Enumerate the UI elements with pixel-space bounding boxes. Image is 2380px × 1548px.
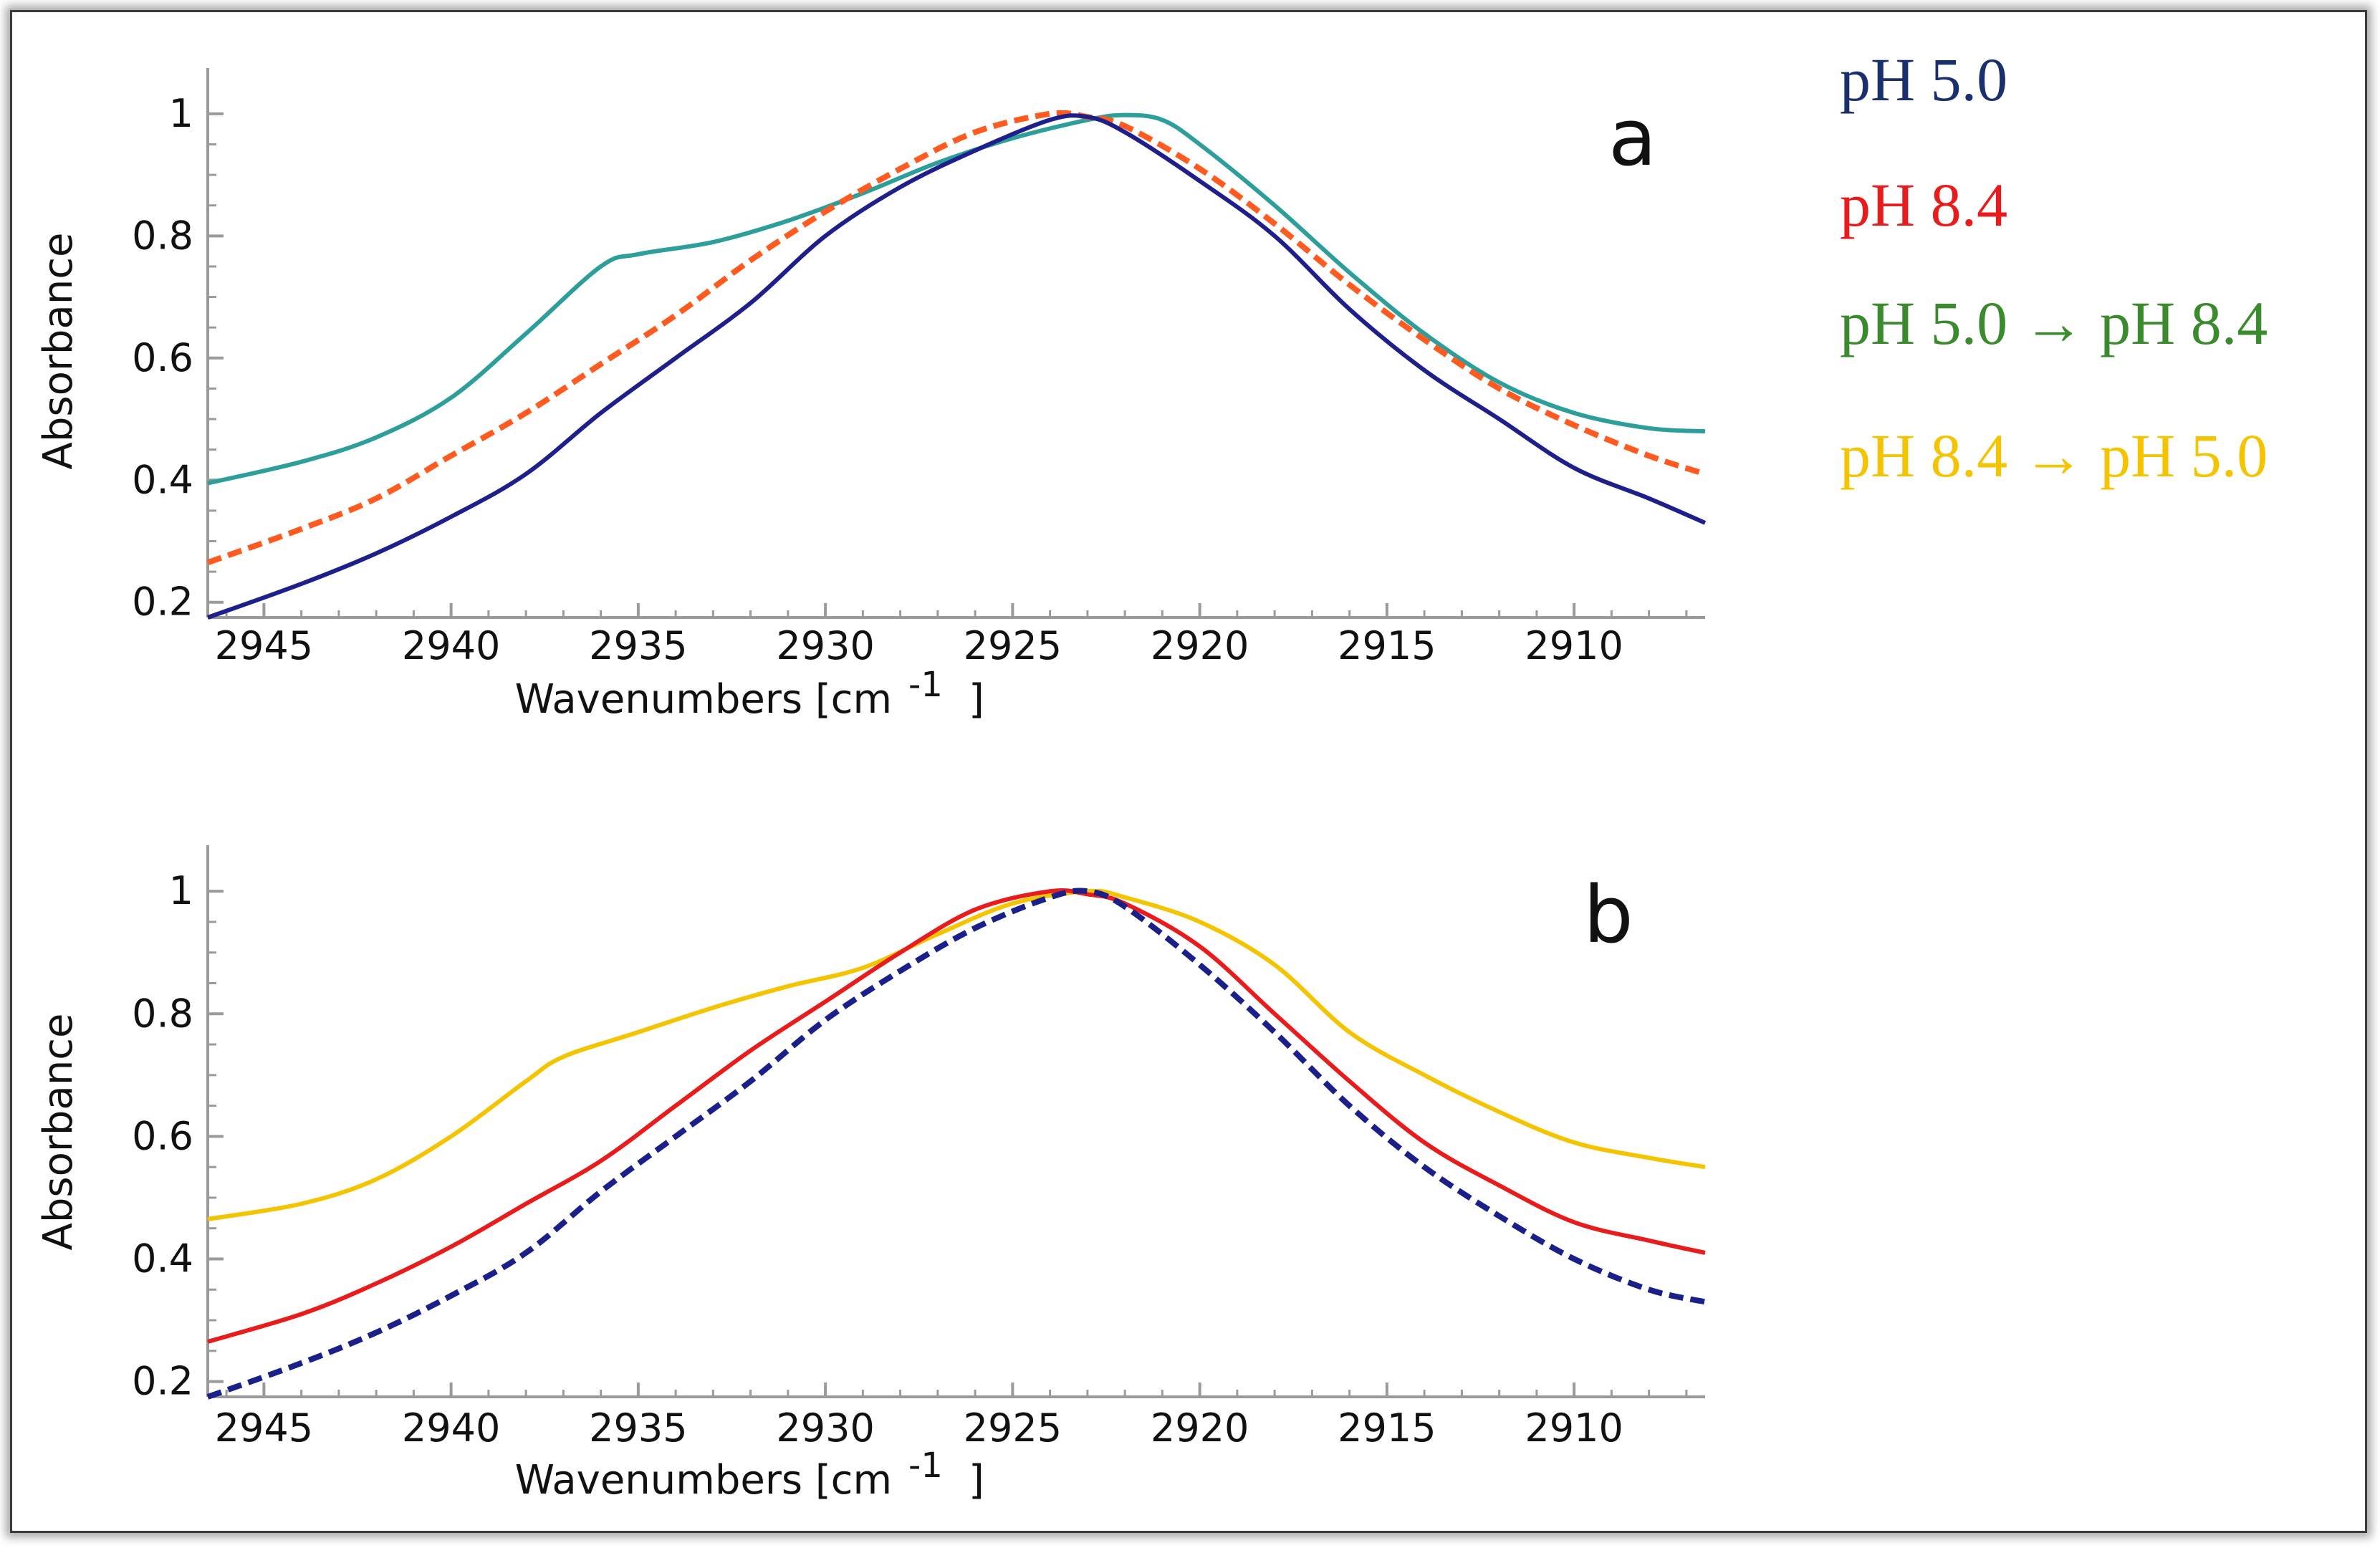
x-axis-title-b-sup: -1	[908, 1446, 943, 1486]
x-axis-title-a-close: ]	[969, 676, 984, 723]
series-line-2	[206, 110, 1707, 566]
x-axis-title-b-close: ]	[969, 1457, 984, 1504]
x-tick-label: 2945	[215, 1405, 313, 1451]
x-tick-label: 2945	[215, 623, 313, 668]
y-tick-label: 0.6	[132, 335, 193, 380]
x-tick-label: 2925	[964, 1405, 1062, 1451]
y-axis-title-a: Absorbance	[35, 233, 82, 470]
x-tick-label: 2915	[1338, 1405, 1436, 1451]
x-tick-label: 2935	[589, 1405, 687, 1451]
panel-label-a: a	[1608, 92, 1656, 183]
panel-a: 0.2 0.4 0.6 0.8 1 2945 2940 2935 2930 2925 2920 291…	[35, 68, 1707, 723]
x-tick-label: 2940	[402, 623, 500, 668]
legend-item-ph5: pH 5.0	[1840, 45, 2007, 114]
series-line-1	[207, 888, 1706, 1221]
x-tick-label: 2910	[1525, 1405, 1623, 1451]
y-tick-label: 0.8	[132, 213, 193, 258]
x-tick-label: 2920	[1151, 623, 1249, 668]
legend-item-ph84-to-ph5: pH 8.4 → pH 5.0	[1840, 421, 2268, 490]
y-tick-label: 0.6	[132, 1113, 193, 1158]
series-line-1	[207, 112, 1706, 486]
y-tick-label: 1	[169, 91, 193, 136]
x-tick-label: 2920	[1151, 1405, 1249, 1451]
y-tick-label: 0.4	[132, 1236, 193, 1282]
figure-frame	[10, 10, 2367, 1533]
legend-item-ph84: pH 8.4	[1840, 170, 2007, 239]
x-tick-label: 2935	[589, 623, 687, 668]
series-line-2	[207, 888, 1706, 1344]
series-line-3	[206, 888, 1706, 1400]
x-tick-label: 2930	[776, 623, 874, 668]
plot-area-a: 0.2 0.4 0.6 0.8 1 2945 2940 2935 2930 2925 2920 291…	[132, 68, 1707, 668]
y-tick-label: 0.8	[132, 991, 193, 1036]
panel-b: 0.2 0.4 0.6 0.8 1 2945 2940 2935 2930 2925 2920 291…	[35, 845, 1706, 1504]
x-tick-label: 2915	[1338, 623, 1436, 668]
plot-area-b: 0.2 0.4 0.6 0.8 1 2945 2940 2935 2930 2925 2920 291…	[132, 845, 1706, 1451]
x-axis-title-a: Wavenumbers [cm -1 ]	[515, 665, 984, 723]
x-axis-title-a-main: Wavenumbers [cm	[515, 676, 892, 723]
x-tick-label: 2925	[964, 623, 1062, 668]
y-tick-label: 0.2	[132, 1359, 193, 1404]
legend: pH 5.0 pH 8.4 pH 5.0 → pH 8.4 pH 8.4 → p…	[1840, 45, 2268, 490]
panel-label-b: b	[1583, 869, 1633, 961]
x-axis-title-a-sup: -1	[908, 665, 943, 705]
x-axis-title-b: Wavenumbers [cm -1 ]	[515, 1446, 984, 1504]
x-tick-label: 2940	[402, 1405, 500, 1451]
y-axis-title-b: Absorbance	[35, 1014, 82, 1251]
y-tick-label: 0.4	[132, 457, 193, 502]
series-line-3	[206, 113, 1707, 620]
y-tick-label: 0.2	[132, 580, 193, 625]
x-axis-title-b-main: Wavenumbers [cm	[515, 1457, 892, 1504]
x-tick-label: 2930	[776, 1405, 874, 1451]
legend-item-ph5-to-ph84: pH 5.0 → pH 8.4	[1840, 289, 2268, 357]
x-tick-label: 2910	[1525, 623, 1623, 668]
y-tick-label: 1	[169, 868, 193, 913]
